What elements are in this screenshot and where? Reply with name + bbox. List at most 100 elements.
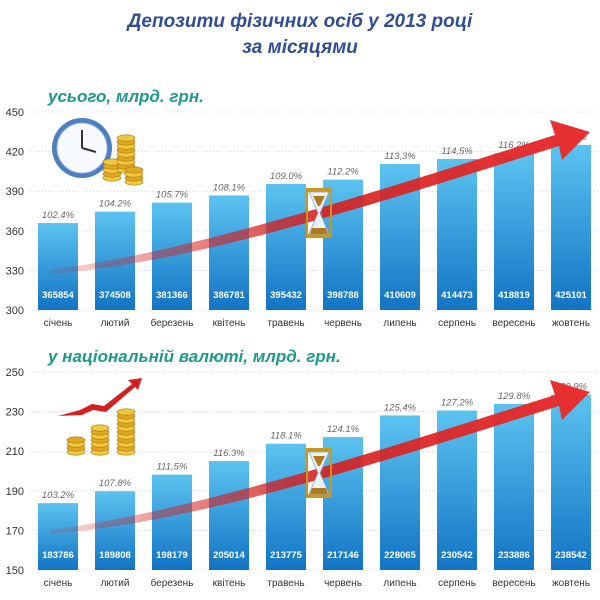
bar-квітень <box>209 461 249 570</box>
y-tick-label: 420 <box>6 147 24 159</box>
bar-жовтень <box>551 394 591 570</box>
x-tick-label: березень <box>151 317 194 329</box>
x-tick-label: вересень <box>492 578 535 589</box>
bar-серпень <box>437 158 477 310</box>
value-label: 395432 <box>270 290 302 301</box>
x-tick-label: серпень <box>438 578 476 589</box>
value-label: 381366 <box>156 290 188 301</box>
coin-stack-icon <box>66 436 86 456</box>
bar-травень <box>266 443 306 570</box>
bar-вересень <box>494 403 534 570</box>
clock-icon <box>52 118 112 178</box>
percent-label: 112.2% <box>327 167 359 178</box>
x-tick-label: жовтень <box>552 318 590 329</box>
page-title: Депозити фізичних осіб у 2013 році <box>127 11 473 32</box>
chart-total-deposits: усього, млрд. грн. 300 330 360 390 420 450 102.… <box>6 87 600 329</box>
chart-subtitle: усього, млрд. грн. <box>47 87 204 106</box>
x-tick-label: червень <box>324 318 362 329</box>
x-tick-label: серпень <box>438 318 476 329</box>
coin-stack-icon <box>116 134 136 174</box>
value-label: 189808 <box>99 550 131 561</box>
x-tick-label: червень <box>324 578 362 589</box>
percent-label: 129.8% <box>498 391 531 402</box>
y-tick-label: 300 <box>6 305 24 317</box>
bar-липень <box>380 415 420 570</box>
coin-stack-icon <box>102 158 122 182</box>
x-tick-label: лютий <box>101 318 130 329</box>
value-label: 386781 <box>213 290 245 301</box>
bar-травень <box>266 184 306 310</box>
percent-label: 108.1% <box>213 182 246 193</box>
x-tick-label: липень <box>383 578 416 589</box>
hourglass-icon <box>306 188 332 238</box>
percent-label: 105.7% <box>156 190 189 201</box>
x-tick-label: січень <box>44 318 73 329</box>
y-tick-label: 450 <box>6 107 24 119</box>
percent-label: 116.2% <box>498 140 530 151</box>
value-label: 365854 <box>42 290 74 301</box>
value-label: 398788 <box>327 290 359 301</box>
y-tick-label: 250 <box>6 367 24 379</box>
x-tick-label: травень <box>267 578 304 589</box>
coin-stack-icon <box>124 166 144 186</box>
bar-лютий <box>95 491 135 570</box>
x-tick-label: квітень <box>213 318 246 329</box>
chart-national-currency-deposits: у національній валюті, млрд. грн. 150 170 1… <box>6 347 600 589</box>
value-label: 205014 <box>213 550 245 561</box>
x-tick-label: березень <box>151 577 194 589</box>
y-tick-label: 190 <box>6 486 24 498</box>
bar-квітень <box>209 195 249 310</box>
value-label: 230542 <box>441 550 473 561</box>
bar-січень <box>38 503 78 570</box>
value-label: 233886 <box>498 550 530 561</box>
percent-label: 127,2% <box>441 398 474 409</box>
x-tick-label: квітень <box>213 578 246 589</box>
percent-label: 103.2% <box>42 490 75 501</box>
value-label: 217146 <box>327 550 359 561</box>
x-tick-label: вересень <box>492 318 535 329</box>
value-label: 213775 <box>270 550 302 561</box>
y-tick-label: 360 <box>6 226 24 238</box>
value-label: 238542 <box>555 550 587 561</box>
hourglass-icon <box>306 448 332 498</box>
page-subtitle: за місяцями <box>242 37 358 58</box>
percent-label: 113,3% <box>384 151 416 162</box>
bar-березень <box>152 474 192 570</box>
y-tick-label: 330 <box>6 265 24 277</box>
value-label: 374508 <box>99 290 131 301</box>
coin-stack-icon <box>116 408 136 456</box>
percent-label: 102.4% <box>42 210 75 221</box>
percent-label: 124.1% <box>327 424 360 435</box>
x-tick-label: липень <box>383 318 416 329</box>
percent-label: 107.8% <box>99 478 132 489</box>
bar-вересень <box>494 153 534 310</box>
percent-label: 118.1% <box>270 431 302 442</box>
value-label: 414473 <box>441 290 473 301</box>
x-tick-label: лютий <box>101 578 130 589</box>
value-label: 410609 <box>384 290 416 301</box>
x-tick-label: січень <box>44 578 73 589</box>
y-tick-label: 170 <box>6 525 24 537</box>
percent-label: 104.2% <box>99 199 132 210</box>
value-label: 228065 <box>384 550 416 561</box>
coin-stack-icon <box>90 424 110 456</box>
growth-arrow-icon <box>58 378 142 416</box>
percent-label: 116.3% <box>213 448 245 459</box>
y-tick-label: 230 <box>6 407 24 419</box>
y-tick-label: 150 <box>6 565 24 577</box>
percent-label: 125,4% <box>384 402 417 413</box>
percent-label: 111,5% <box>157 462 188 473</box>
y-tick-label: 390 <box>6 186 24 198</box>
value-label: 425101 <box>555 290 587 301</box>
x-tick-label: жовтень <box>552 578 590 589</box>
percent-label: 114,5% <box>441 146 473 157</box>
value-label: 418819 <box>498 290 530 301</box>
bar-жовтень <box>551 144 591 310</box>
bar-січень <box>38 223 78 310</box>
y-tick-label: 210 <box>6 446 24 458</box>
x-tick-label: травень <box>267 318 304 329</box>
value-label: 183786 <box>42 550 74 561</box>
percent-label: 109.0% <box>270 171 303 182</box>
chart-subtitle: у національній валюті, млрд. грн. <box>47 347 341 366</box>
value-label: 198179 <box>156 550 188 561</box>
